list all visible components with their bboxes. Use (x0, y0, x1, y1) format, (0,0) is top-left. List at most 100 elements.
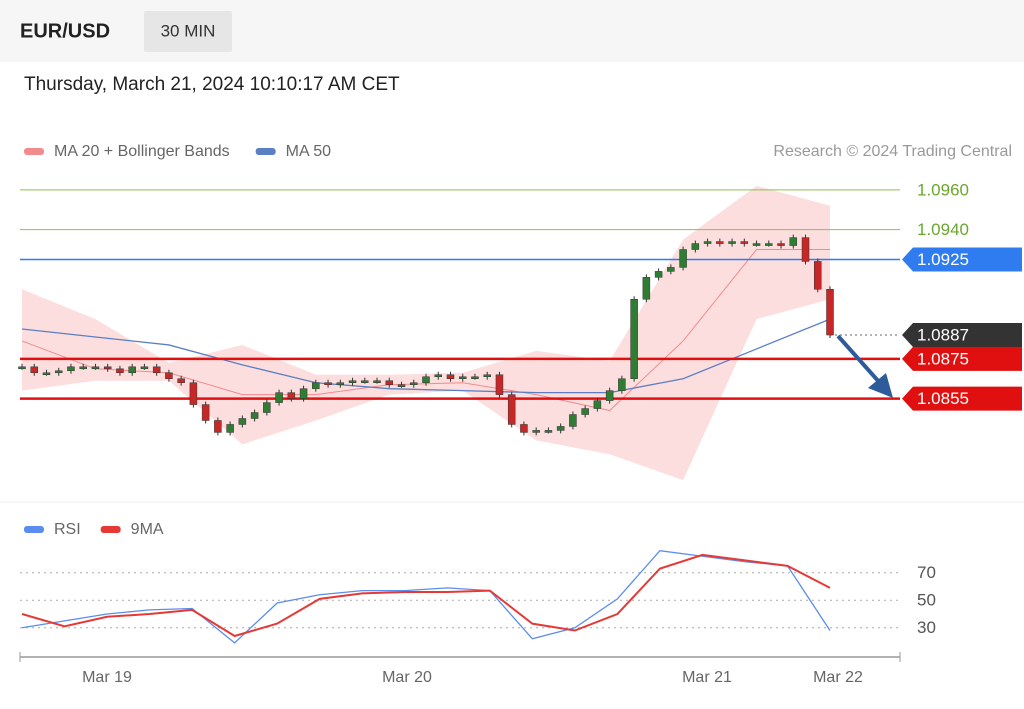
legend-label: RSI (54, 521, 81, 538)
candle (312, 382, 320, 389)
level-tag (902, 386, 1022, 411)
level-label: 1.0887 (917, 325, 969, 344)
candle (67, 366, 75, 372)
candle (385, 380, 394, 385)
candle (605, 390, 614, 401)
candle (458, 376, 467, 379)
candle (654, 271, 663, 278)
legend-swatch (100, 526, 121, 533)
x-tick-label: Mar 22 (813, 669, 863, 686)
candle (752, 243, 761, 246)
candle (740, 241, 749, 244)
candle (30, 366, 38, 374)
candle (299, 388, 308, 399)
x-tick-label: Mar 21 (682, 669, 732, 686)
candle (214, 420, 222, 433)
candle (165, 372, 173, 379)
candle (324, 382, 332, 385)
candle (507, 394, 516, 425)
moving-average (21, 318, 831, 394)
candle (679, 249, 687, 268)
candle (91, 366, 100, 370)
candle (728, 241, 736, 244)
candle (789, 237, 798, 246)
level-label: 1.0940 (917, 220, 969, 239)
candle (593, 400, 602, 409)
candle (434, 374, 442, 378)
candle (801, 237, 810, 262)
candle (765, 243, 773, 246)
candle (116, 368, 124, 374)
candle (42, 372, 51, 376)
candle (495, 374, 504, 395)
interval-box[interactable] (144, 11, 232, 52)
candle (250, 412, 259, 419)
candle (287, 392, 296, 399)
candle (103, 366, 112, 370)
candle (667, 267, 675, 272)
candle (128, 366, 136, 374)
x-tick-label: Mar 20 (382, 669, 432, 686)
level-tag (902, 323, 1022, 347)
candle (18, 366, 26, 370)
forecast-arrow (836, 334, 882, 385)
rsi-line (21, 550, 831, 644)
rsi-line (21, 553, 831, 638)
level-label: 1.0875 (917, 349, 969, 368)
level-label: 1.0925 (917, 250, 969, 269)
candle (483, 374, 491, 378)
candle (520, 424, 528, 433)
level-label: 1.0960 (917, 180, 969, 199)
candle (446, 374, 455, 379)
candle (152, 366, 161, 374)
candle (361, 380, 369, 383)
credit: Research © 2024 Trading Central (773, 143, 1012, 160)
symbol: EUR/USD (20, 20, 110, 42)
level-tag (902, 346, 1022, 371)
level-tag (902, 247, 1022, 272)
candle (703, 241, 712, 244)
candle (410, 382, 418, 385)
candle (532, 430, 540, 433)
candle (556, 426, 565, 431)
candle (275, 392, 283, 403)
bollinger-band (22, 185, 830, 481)
candle (140, 366, 149, 370)
x-tick-label: Mar 19 (82, 669, 132, 686)
candle (348, 380, 357, 383)
candle (263, 402, 271, 413)
forecast-arrowhead (868, 373, 893, 398)
candle (79, 366, 87, 370)
legend-label: 9MA (131, 521, 164, 538)
candle (691, 243, 700, 250)
candle (422, 376, 430, 383)
candle (397, 384, 406, 387)
candle (826, 289, 834, 336)
candle (642, 277, 651, 300)
timestamp: Thursday, March 21, 2024 10:10:17 AM CET (24, 74, 400, 95)
candle (716, 241, 724, 244)
y-tick-label: 30 (917, 618, 936, 637)
candle (544, 430, 553, 433)
candle (189, 382, 198, 405)
y-tick-label: 70 (917, 563, 936, 582)
legend-swatch (24, 148, 44, 155)
legend-swatch (255, 148, 276, 155)
y-tick-label: 50 (917, 591, 936, 610)
legend-label: MA 50 (286, 143, 331, 160)
candle (569, 414, 577, 427)
candle (177, 378, 185, 383)
candle (814, 261, 822, 290)
candle (777, 243, 785, 246)
candle (581, 408, 589, 415)
candle (238, 418, 247, 425)
interval[interactable]: 30 MIN (161, 21, 216, 40)
level-label: 1.0855 (917, 389, 969, 408)
legend-label: MA 20 + Bollinger Bands (54, 143, 230, 160)
candle (630, 298, 638, 379)
candle (54, 370, 63, 374)
candle (471, 376, 479, 379)
legend-swatch (24, 526, 44, 533)
